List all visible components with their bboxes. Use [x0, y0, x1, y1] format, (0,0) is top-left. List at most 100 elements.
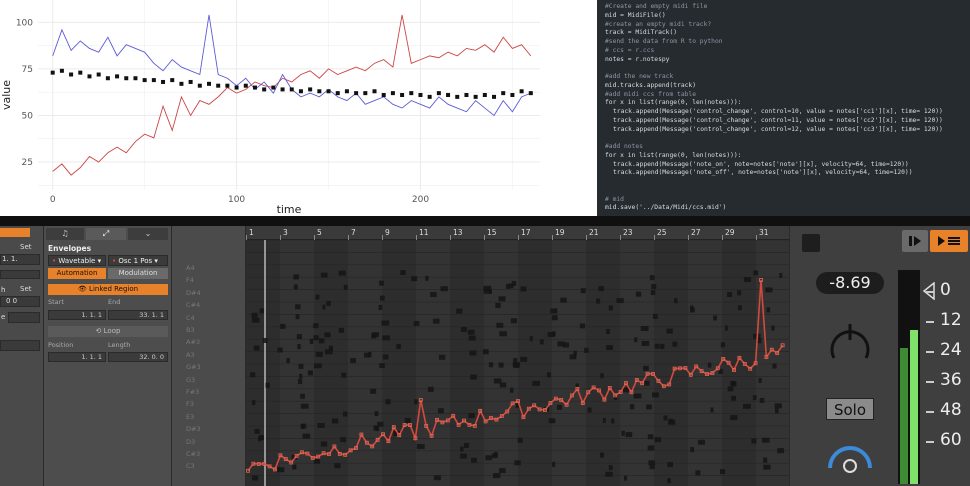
midi-note[interactable]: [374, 411, 379, 417]
code-line[interactable]: #send the data from R to python: [605, 38, 723, 45]
automation-breakpoint[interactable]: [278, 453, 283, 458]
automation-breakpoint[interactable]: [267, 464, 272, 469]
automation-breakpoint[interactable]: [570, 393, 574, 398]
midi-note[interactable]: [382, 354, 389, 360]
midi-note[interactable]: [343, 284, 348, 290]
midi-note[interactable]: [737, 290, 742, 296]
code-line[interactable]: track.append(Message('control_change', c…: [613, 108, 943, 115]
automation-breakpoint[interactable]: [440, 420, 445, 425]
midi-note[interactable]: [584, 347, 589, 353]
automation-line[interactable]: [247, 279, 784, 472]
automation-breakpoint[interactable]: [667, 382, 672, 387]
midi-note[interactable]: [509, 387, 514, 393]
length-field[interactable]: 32. 0. 0: [108, 352, 168, 362]
midi-note[interactable]: [364, 352, 371, 358]
midi-note[interactable]: [315, 351, 323, 357]
automation-breakpoint[interactable]: [699, 369, 704, 374]
automation-breakpoint[interactable]: [737, 355, 742, 360]
loop-button[interactable]: ⟲ Loop: [48, 326, 168, 337]
automation-breakpoint[interactable]: [321, 451, 326, 456]
midi-note[interactable]: [295, 314, 300, 320]
midi-note[interactable]: [621, 430, 625, 436]
automation-breakpoint[interactable]: [445, 418, 450, 423]
midi-note[interactable]: [432, 318, 440, 324]
automation-breakpoint[interactable]: [634, 378, 639, 382]
automation-breakpoint[interactable]: [721, 357, 726, 361]
midi-note[interactable]: [320, 441, 328, 447]
midi-note[interactable]: [514, 460, 521, 466]
midi-note[interactable]: [298, 363, 304, 369]
automation-breakpoint[interactable]: [300, 450, 304, 455]
automation-breakpoint[interactable]: [413, 436, 418, 441]
automation-breakpoint[interactable]: [262, 461, 267, 466]
automation-breakpoint[interactable]: [348, 448, 353, 453]
midi-note[interactable]: [471, 457, 477, 463]
midi-note[interactable]: [520, 356, 528, 362]
midi-note[interactable]: [646, 404, 652, 410]
code-line[interactable]: mid = MidiFile(): [605, 11, 666, 19]
midi-note[interactable]: [697, 439, 705, 445]
midi-note[interactable]: [557, 341, 565, 347]
midi-note[interactable]: [381, 320, 390, 326]
midi-note[interactable]: [551, 331, 556, 337]
midi-note[interactable]: [651, 284, 657, 290]
midi-note[interactable]: [600, 373, 604, 379]
automation-breakpoint[interactable]: [683, 366, 688, 370]
clip-color-strip[interactable]: [0, 228, 30, 237]
midi-note[interactable]: [629, 404, 635, 410]
automation-breakpoint[interactable]: [597, 388, 601, 393]
send-knob-icon[interactable]: [820, 430, 880, 486]
bar-number[interactable]: 5: [317, 228, 322, 237]
midi-note[interactable]: [552, 461, 556, 467]
automation-breakpoint[interactable]: [516, 399, 520, 404]
midi-note[interactable]: [301, 423, 307, 429]
stop-clip-button[interactable]: [802, 234, 820, 252]
midi-note[interactable]: [654, 437, 662, 443]
midi-note[interactable]: [295, 304, 301, 310]
midi-note[interactable]: [320, 272, 328, 278]
automation-breakpoint[interactable]: [769, 347, 774, 352]
midi-note[interactable]: [460, 453, 467, 459]
midi-note[interactable]: [297, 344, 301, 350]
bar-number[interactable]: 9: [385, 228, 390, 237]
bar-number[interactable]: 17: [521, 228, 531, 237]
midi-note[interactable]: [280, 323, 286, 329]
midi-note[interactable]: [599, 452, 605, 458]
midi-note[interactable]: [713, 315, 717, 321]
automation-breakpoint[interactable]: [505, 409, 510, 414]
automation-breakpoint[interactable]: [532, 403, 537, 408]
midi-note[interactable]: [654, 343, 660, 349]
midi-note[interactable]: [710, 407, 714, 413]
midi-note[interactable]: [652, 313, 658, 319]
automation-breakpoint[interactable]: [386, 439, 391, 444]
midi-note[interactable]: [663, 415, 668, 421]
midi-note[interactable]: [350, 358, 356, 364]
automation-breakpoint[interactable]: [510, 401, 515, 406]
midi-note[interactable]: [456, 308, 463, 314]
midi-note[interactable]: [667, 462, 673, 468]
modulation-button[interactable]: Modulation: [108, 268, 168, 279]
midi-note[interactable]: [433, 475, 441, 481]
piano-keys[interactable]: A4 F4 D#4 C#4 C4 B3 A#3 A3 G#3 G3 F#3 F3 E3 D#3 D3 C#3 C…: [172, 226, 246, 486]
midi-note[interactable]: [331, 418, 339, 424]
automation-breakpoint[interactable]: [435, 417, 439, 422]
midi-note[interactable]: [385, 399, 391, 405]
midi-note[interactable]: [539, 339, 544, 345]
code-line[interactable]: track.append(Message('note_on', note=not…: [613, 160, 909, 168]
midi-note[interactable]: [550, 308, 558, 314]
automation-breakpoint[interactable]: [543, 408, 547, 412]
bar-number[interactable]: 21: [589, 228, 599, 237]
midi-note[interactable]: [725, 325, 729, 331]
scale-field[interactable]: [0, 340, 40, 351]
midi-note[interactable]: [650, 290, 656, 296]
automation-breakpoint[interactable]: [688, 372, 693, 377]
midi-note[interactable]: [752, 395, 757, 401]
midi-note[interactable]: [690, 307, 695, 313]
midi-note[interactable]: [293, 284, 298, 290]
midi-note[interactable]: [324, 349, 333, 355]
midi-note[interactable]: [460, 446, 464, 452]
midi-note[interactable]: [494, 451, 498, 457]
midi-note[interactable]: [652, 392, 659, 398]
midi-note[interactable]: [382, 335, 390, 341]
automation-breakpoint[interactable]: [586, 390, 591, 395]
